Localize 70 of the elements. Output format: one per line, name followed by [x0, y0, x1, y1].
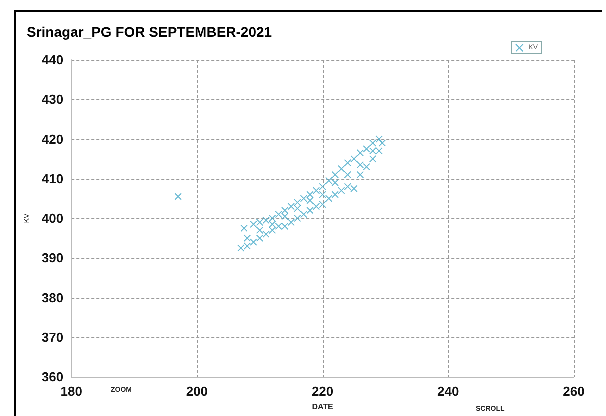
point: [370, 156, 377, 163]
x-tick-label: 260: [563, 384, 585, 400]
y-tick-label: 380: [42, 290, 64, 306]
point: [300, 195, 308, 202]
point: [319, 183, 326, 190]
point: [174, 193, 182, 200]
point: [356, 171, 364, 178]
point: [350, 156, 358, 163]
y-tick-label: 360: [42, 370, 64, 385]
point: [306, 191, 314, 198]
point: [300, 211, 308, 218]
point: [370, 140, 377, 147]
x-tick-label: 200: [186, 384, 208, 400]
y-tick-label: 400: [42, 211, 64, 226]
point: [344, 160, 352, 167]
point: [256, 219, 264, 226]
point: [275, 222, 282, 230]
point: [306, 197, 314, 204]
point: [376, 148, 383, 155]
point: [294, 205, 302, 212]
point: [350, 185, 358, 192]
point: [313, 187, 320, 194]
point: [326, 195, 333, 202]
point: [338, 187, 346, 194]
point: [378, 140, 386, 147]
point: [319, 191, 326, 198]
point: [244, 242, 251, 250]
y-tick-label: 420: [42, 132, 64, 147]
point: [363, 146, 370, 153]
point: [313, 203, 320, 210]
chart-title: Srinagar_PG FOR SEPTEMBER-2021: [27, 24, 272, 40]
y-tick-label: 440: [42, 52, 64, 68]
point: [306, 207, 314, 214]
x-tick-label: 180: [60, 384, 82, 400]
point: [256, 234, 264, 242]
point: [332, 179, 339, 186]
y-tick-label: 430: [42, 92, 64, 108]
point: [294, 199, 302, 206]
point: [250, 238, 258, 246]
point: [240, 224, 248, 232]
point: [344, 183, 352, 190]
point: [288, 219, 295, 226]
x-tick-label: 220: [312, 384, 334, 400]
point: [332, 171, 339, 178]
point: [332, 191, 339, 198]
point: [262, 230, 270, 238]
point: [244, 234, 251, 242]
x-axis-title: DATE: [312, 402, 334, 412]
point: [319, 201, 326, 208]
point: [370, 148, 377, 155]
point: [338, 166, 346, 173]
point: [288, 203, 295, 210]
point: [326, 177, 333, 184]
x-tick-label: 240: [438, 384, 460, 400]
point: [282, 213, 289, 220]
point: [262, 217, 270, 224]
point: [294, 215, 302, 222]
point: [269, 220, 276, 228]
y-tick-label: 370: [42, 330, 64, 345]
point: [356, 162, 364, 169]
point: [344, 171, 352, 178]
point: [238, 244, 245, 252]
point: [275, 211, 282, 218]
point: [256, 226, 264, 234]
point: [269, 215, 276, 222]
point: [356, 150, 364, 157]
point: [282, 222, 289, 230]
point: [269, 226, 276, 234]
y-tick-label: 390: [42, 250, 64, 266]
y-tick-label: 410: [42, 171, 64, 186]
